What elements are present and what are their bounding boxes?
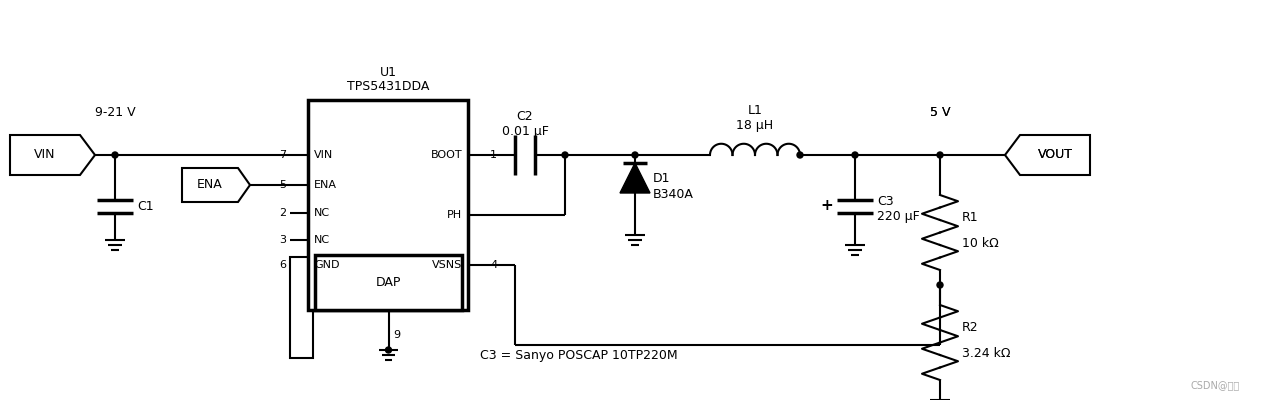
- Circle shape: [562, 152, 568, 158]
- Circle shape: [111, 152, 118, 158]
- Text: 7: 7: [279, 150, 286, 160]
- Text: CSDN@易板: CSDN@易板: [1191, 380, 1239, 390]
- Text: VIN: VIN: [34, 148, 56, 162]
- Text: ENA: ENA: [197, 178, 223, 192]
- Text: VOUT: VOUT: [1038, 148, 1072, 162]
- Circle shape: [852, 152, 858, 158]
- Text: 4: 4: [490, 260, 498, 270]
- Text: D1: D1: [653, 172, 671, 184]
- Text: 1: 1: [490, 150, 498, 160]
- Text: 5 V: 5 V: [929, 106, 951, 120]
- Text: C1: C1: [137, 200, 153, 213]
- Circle shape: [798, 152, 803, 158]
- Bar: [308, 100, 468, 310]
- Bar: [290, 257, 313, 358]
- Bar: [315, 255, 462, 310]
- Polygon shape: [182, 168, 249, 202]
- Circle shape: [937, 152, 943, 158]
- Circle shape: [386, 347, 391, 353]
- Text: 3.24 kΩ: 3.24 kΩ: [962, 347, 1010, 360]
- Text: VIN: VIN: [314, 150, 333, 160]
- Text: R1: R1: [962, 211, 979, 224]
- Text: C3 = Sanyo POSCAP 10TP220M: C3 = Sanyo POSCAP 10TP220M: [480, 348, 677, 362]
- Text: C2: C2: [517, 110, 533, 124]
- Polygon shape: [1005, 135, 1090, 175]
- Circle shape: [632, 152, 638, 158]
- Text: TPS5431DDA: TPS5431DDA: [347, 80, 429, 92]
- Text: R2: R2: [962, 321, 979, 334]
- Text: L1: L1: [747, 104, 762, 116]
- Text: VSNS: VSNS: [432, 260, 462, 270]
- Text: 10 kΩ: 10 kΩ: [962, 237, 999, 250]
- Text: PH: PH: [447, 210, 462, 220]
- Text: 9-21 V: 9-21 V: [95, 106, 135, 120]
- Text: 9: 9: [394, 330, 400, 340]
- Text: BOOT: BOOT: [430, 150, 462, 160]
- Text: DAP: DAP: [376, 276, 401, 289]
- Text: 18 μH: 18 μH: [737, 118, 774, 132]
- Text: NC: NC: [314, 208, 330, 218]
- Circle shape: [937, 282, 943, 288]
- Polygon shape: [10, 135, 95, 175]
- Polygon shape: [620, 163, 649, 193]
- Text: NC: NC: [314, 235, 330, 245]
- Text: 0.01 μF: 0.01 μF: [501, 124, 548, 138]
- Text: 5: 5: [279, 180, 286, 190]
- Text: +: +: [820, 198, 833, 212]
- Text: 2: 2: [279, 208, 286, 218]
- Text: GND: GND: [314, 260, 339, 270]
- Text: 220 μF: 220 μF: [877, 210, 920, 223]
- Text: B340A: B340A: [653, 188, 694, 200]
- Text: VOUT: VOUT: [1038, 148, 1072, 162]
- Text: ENA: ENA: [314, 180, 337, 190]
- Text: 3: 3: [279, 235, 286, 245]
- Text: 6: 6: [279, 260, 286, 270]
- Text: 5 V: 5 V: [929, 106, 951, 120]
- Text: C3: C3: [877, 195, 894, 208]
- Text: U1: U1: [380, 66, 396, 78]
